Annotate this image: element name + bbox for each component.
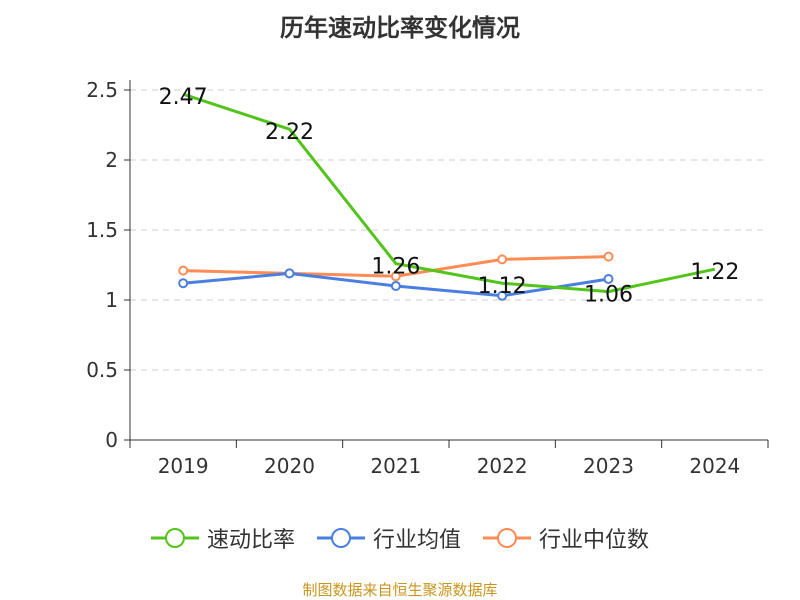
data-point: [603, 274, 614, 284]
y-tick-label: 0.5: [86, 358, 118, 382]
data-label: 1.22: [690, 260, 739, 285]
legend-line-circle-icon: [316, 528, 365, 548]
x-tick-label: 2020: [264, 454, 315, 478]
data-point: [603, 251, 614, 262]
y-tick-label: 1.5: [86, 218, 118, 242]
y-tick-label: 1: [105, 288, 118, 312]
x-tick-label: 2019: [158, 454, 209, 478]
data-label: 2.22: [265, 120, 314, 145]
legend-line-circle-icon: [483, 528, 531, 548]
data-label: 2.47: [159, 85, 208, 110]
legend-item[interactable]: 行业均值: [316, 522, 461, 554]
x-tick-label: 2023: [583, 454, 634, 478]
data-point: [497, 290, 508, 301]
data-label: 1.12: [478, 274, 527, 299]
data-point: [390, 271, 401, 282]
y-tick-label: 0: [105, 428, 118, 452]
legend-line-circle-icon: [150, 528, 199, 548]
chart-title: 历年速动比率变化情况: [280, 14, 520, 42]
legend-item[interactable]: 行业中位数: [483, 522, 649, 554]
source-note: 制图数据来自恒生聚源数据库: [302, 581, 498, 599]
data-label: 1.26: [371, 255, 420, 280]
series-line: [182, 92, 716, 294]
legend-label: 速动比率: [206, 528, 295, 553]
legend-label: 行业中位数: [539, 528, 650, 553]
data-label: 1.06: [584, 283, 633, 308]
data-point: [497, 254, 508, 265]
legend-item[interactable]: 速动比率: [150, 522, 295, 554]
y-tick-label: 2.5: [86, 78, 118, 102]
data-point: [178, 278, 189, 289]
data-point: [284, 268, 295, 279]
data-point: [178, 265, 189, 276]
x-tick-label: 2024: [689, 454, 740, 478]
x-tick-label: 2021: [370, 454, 421, 478]
y-tick-label: 2: [105, 148, 118, 172]
x-tick-label: 2022: [477, 454, 528, 478]
data-point: [390, 281, 401, 291]
legend: 速动比率 行业均值 行业中位数: [0, 522, 800, 554]
legend-label: 行业均值: [372, 528, 461, 553]
